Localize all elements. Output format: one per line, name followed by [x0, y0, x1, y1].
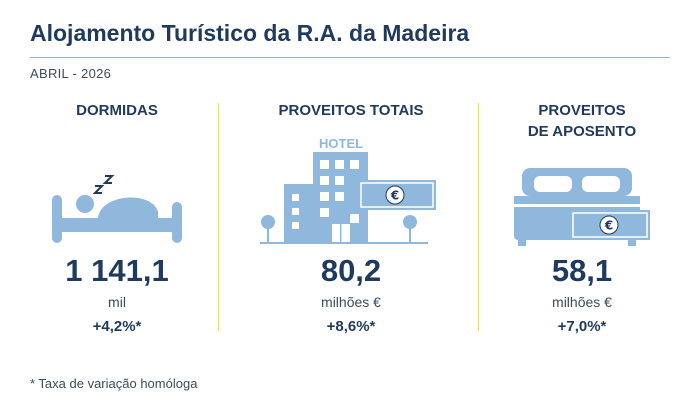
indicator-proveitos-aposento: PROVEITOS DE APOSENTO	[487, 100, 677, 142]
indicator-change: +8,6%*	[326, 318, 376, 335]
title-divider	[30, 57, 670, 58]
sleeping-person-icon	[52, 175, 182, 243]
indicator-label: PROVEITOS DE APOSENTO	[487, 100, 677, 142]
indicator-unit: mil	[108, 294, 126, 310]
indicator-label-line1: PROVEITOS	[538, 102, 626, 119]
indicator-unit: milhões €	[321, 294, 381, 310]
column-separator	[478, 103, 479, 331]
indicator-change: +4,2%*	[92, 318, 142, 335]
indicator-label: PROVEITOS TOTAIS	[278, 102, 424, 119]
indicator-label: DORMIDAS	[76, 102, 158, 119]
indicator-dormidas: DORMIDAS	[22, 100, 212, 142]
period-label: ABRIL - 2026	[30, 66, 112, 81]
bed-with-banknote-icon: €	[514, 168, 650, 246]
hotel-sign: HOTEL	[319, 136, 363, 151]
indicator-value: 58,1	[551, 253, 613, 288]
column-separator	[218, 103, 219, 331]
indicator-change: +7,0%*	[557, 318, 607, 335]
indicator-value: 80,2	[320, 253, 382, 288]
indicator-value: 1 141,1	[65, 253, 169, 288]
euro-symbol: €	[604, 219, 613, 233]
euro-symbol: €	[390, 189, 399, 203]
footnote: * Taxa de variação homóloga	[30, 376, 198, 391]
page-title: Alojamento Turístico da R.A. da Madeira	[30, 20, 470, 46]
indicator-label-line2: DE APOSENTO	[527, 123, 637, 140]
hotel-building-icon: HOTEL €	[260, 136, 436, 244]
indicator-proveitos-totais: PROVEITOS TOTAIS	[256, 100, 446, 142]
indicator-unit: milhões €	[552, 294, 612, 310]
